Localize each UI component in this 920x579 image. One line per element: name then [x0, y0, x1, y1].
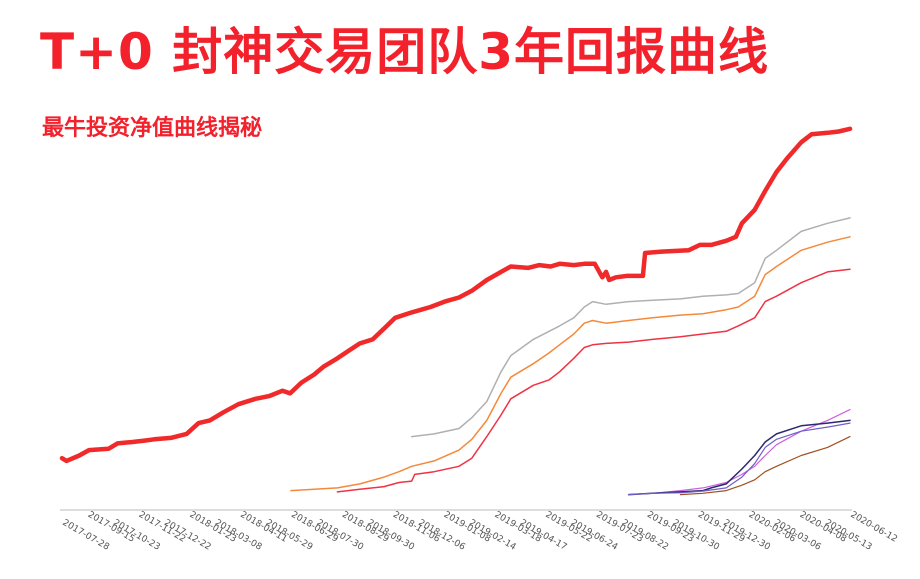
page-title: T+0 封神交易团队3年回报曲线: [40, 23, 769, 81]
series-line-7: [627, 422, 851, 496]
series-line-5: [627, 409, 851, 496]
page-subtitle: 最牛投资净值曲线揭秘: [42, 116, 263, 141]
x-tick-labels: 2017-07-282017-09-152017-10-232017-11-22…: [61, 510, 899, 553]
series-line-2: [410, 217, 851, 438]
series-line-8: [679, 436, 851, 496]
series-group: [59, 126, 853, 496]
series-line-3: [290, 236, 851, 492]
series-line-4: [336, 268, 851, 493]
series-line-1: [59, 126, 853, 464]
series-line-6: [627, 419, 851, 496]
